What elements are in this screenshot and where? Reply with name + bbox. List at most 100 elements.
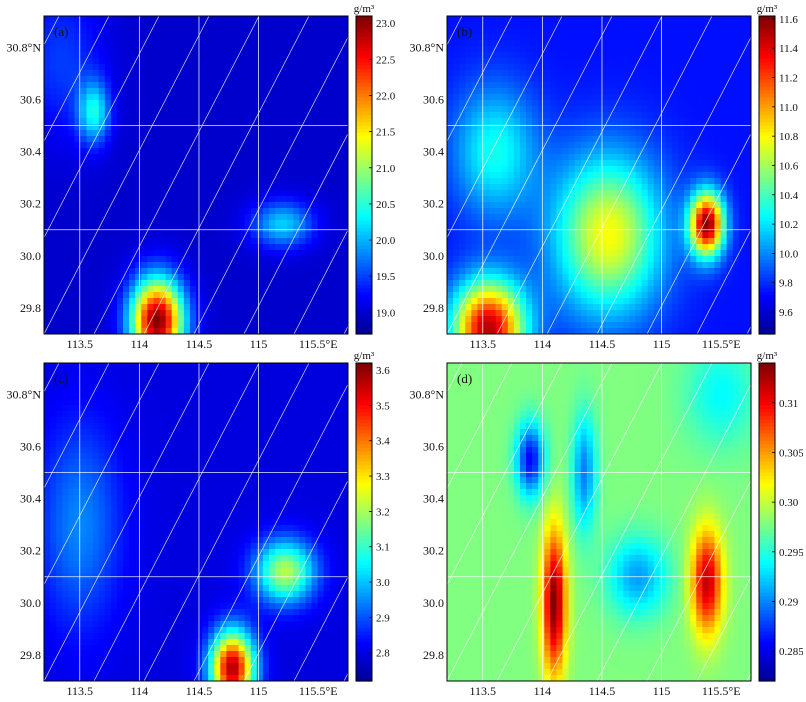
heatmap-cell (275, 154, 282, 161)
heatmap-cell (330, 106, 337, 113)
heatmap-cell (684, 202, 691, 209)
heatmap-cell (690, 268, 697, 275)
heatmap-cell (147, 202, 154, 209)
heatmap-cell (690, 70, 697, 77)
heatmap-cell (166, 256, 173, 263)
heatmap-cell (660, 70, 667, 77)
heatmap-cell (172, 184, 179, 191)
heatmap-cell (153, 268, 160, 275)
heatmap-cell (721, 172, 728, 179)
colorbar-step (356, 147, 372, 151)
heatmap-cell (532, 142, 539, 149)
heatmap-cell (715, 34, 722, 41)
heatmap-cell (459, 70, 466, 77)
heatmap-cell (696, 178, 703, 185)
heatmap-cell (581, 124, 588, 131)
colorbar-step (356, 115, 372, 119)
heatmap-cell (702, 232, 709, 239)
heatmap-cell (141, 82, 148, 89)
heatmap-cell (569, 250, 576, 257)
heatmap-cell (672, 208, 679, 215)
heatmap-cell (214, 112, 221, 119)
heatmap-cell (708, 268, 715, 275)
heatmap-cell (666, 70, 673, 77)
heatmap-cell (214, 310, 221, 317)
heatmap-cell (447, 214, 454, 221)
heatmap-cell (721, 262, 728, 269)
heatmap-cell (111, 286, 118, 293)
heatmap-cell (226, 148, 233, 155)
heatmap-cell (532, 262, 539, 269)
heatmap-cell (135, 70, 142, 77)
heatmap-cell (575, 124, 582, 131)
heatmap-cell (87, 22, 94, 29)
heatmap-cell (160, 124, 167, 131)
heatmap-cell (318, 322, 325, 329)
heatmap-cell (715, 112, 722, 119)
heatmap-cell (483, 154, 490, 161)
heatmap-cell (184, 148, 191, 155)
heatmap-cell (324, 40, 331, 47)
heatmap-cell (733, 190, 740, 197)
heatmap-cell (68, 244, 75, 251)
heatmap-cell (93, 178, 100, 185)
heatmap-cell (293, 286, 300, 293)
heatmap-cell (508, 112, 515, 119)
heatmap-cell (220, 166, 227, 173)
heatmap-cell (153, 292, 160, 299)
heatmap-cell (611, 214, 618, 221)
heatmap-cell (93, 148, 100, 155)
heatmap-cell (447, 154, 454, 161)
heatmap-cell (263, 142, 270, 149)
heatmap-cell (721, 40, 728, 47)
heatmap-cell (172, 232, 179, 239)
heatmap-cell (305, 268, 312, 275)
heatmap-cell (336, 280, 343, 287)
heatmap-cell (257, 40, 264, 47)
heatmap-cell (239, 64, 246, 71)
heatmap-cell (447, 52, 454, 59)
heatmap-cell (330, 16, 337, 23)
heatmap-cell (690, 88, 697, 95)
heatmap-cell (465, 106, 472, 113)
heatmap-cell (117, 142, 124, 149)
heatmap-cell (581, 148, 588, 155)
heatmap-cell (123, 202, 130, 209)
heatmap-cell (666, 112, 673, 119)
heatmap-cell (569, 274, 576, 281)
heatmap-cell (172, 40, 179, 47)
heatmap-cell (526, 40, 533, 47)
heatmap-cell (447, 16, 454, 23)
heatmap-cell (123, 214, 130, 221)
heatmap-cell (172, 292, 179, 299)
heatmap-cell (93, 100, 100, 107)
heatmap-cell (654, 172, 661, 179)
heatmap-cell (520, 76, 527, 83)
heatmap-cell (508, 88, 515, 95)
heatmap-cell (275, 46, 282, 53)
heatmap-cell (605, 238, 612, 245)
heatmap-cell (496, 274, 503, 281)
heatmap-cell (635, 142, 642, 149)
heatmap-cell (508, 136, 515, 143)
heatmap-cell (696, 166, 703, 173)
heatmap-cell (526, 22, 533, 29)
heatmap-cell (220, 52, 227, 59)
heatmap-cell (459, 52, 466, 59)
heatmap-cell (129, 244, 136, 251)
heatmap-cell (581, 88, 588, 95)
heatmap-cell (696, 268, 703, 275)
heatmap-cell (702, 34, 709, 41)
heatmap-cell (544, 196, 551, 203)
heatmap-cell (563, 184, 570, 191)
heatmap-cell (666, 46, 673, 53)
heatmap-cell (318, 244, 325, 251)
heatmap-cell (99, 64, 106, 71)
heatmap-cell (305, 88, 312, 95)
heatmap-cell (642, 274, 649, 281)
heatmap-cell (135, 262, 142, 269)
heatmap-cell (117, 196, 124, 203)
heatmap-cell (336, 136, 343, 143)
heatmap-cell (117, 322, 124, 329)
heatmap-cell (654, 46, 661, 53)
